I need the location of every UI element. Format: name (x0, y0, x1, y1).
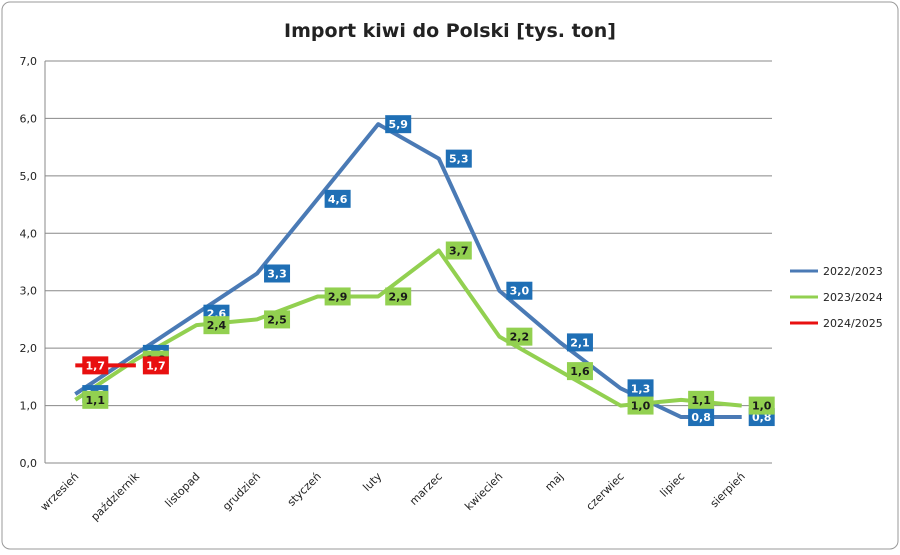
data-label-box (627, 379, 654, 398)
data-label-box (688, 390, 715, 409)
data-label-box (445, 149, 472, 168)
data-label: 3,7 (449, 245, 469, 258)
legend-label: 2022/2023 (823, 265, 883, 278)
data-label-box (566, 333, 593, 352)
data-label: 1,6 (570, 365, 590, 378)
data-label: 1,7 (146, 359, 166, 372)
data-label: 2,2 (510, 331, 530, 344)
y-tick-label: 7,0 (20, 55, 38, 68)
data-label: 3,3 (267, 267, 287, 280)
data-label: 0,8 (691, 411, 711, 424)
data-label-box (203, 316, 230, 335)
legend-label: 2023/2024 (823, 291, 883, 304)
y-tick-label: 2,0 (20, 342, 38, 355)
data-label-box (264, 264, 291, 283)
data-label-box (142, 356, 169, 375)
data-label-box (506, 327, 533, 346)
data-label-box (82, 390, 109, 409)
data-label: 2,1 (570, 336, 590, 349)
data-label: 2,4 (207, 319, 227, 332)
data-label: 1,0 (631, 400, 651, 413)
y-tick-label: 4,0 (20, 227, 38, 240)
data-label: 2,9 (328, 290, 348, 303)
data-label: 1,3 (631, 382, 651, 395)
data-label: 4,6 (328, 193, 348, 206)
legend-label: 2024/2025 (823, 317, 883, 330)
y-tick-label: 5,0 (20, 170, 38, 183)
data-label-box (385, 115, 412, 134)
data-label-box (264, 310, 291, 329)
data-label-box (688, 408, 715, 427)
data-label: 2,5 (267, 313, 287, 326)
data-label-box (385, 287, 412, 306)
y-tick-label: 1,0 (20, 400, 38, 413)
y-tick-label: 0,0 (20, 457, 38, 470)
data-label-box (627, 396, 654, 415)
data-label: 2,9 (388, 290, 408, 303)
data-label-box (82, 356, 109, 375)
data-label-box (566, 362, 593, 381)
chart-title: Import kiwi do Polski [tys. ton] (284, 20, 616, 42)
data-label-box (324, 189, 351, 208)
data-label: 5,9 (388, 118, 408, 131)
data-label-box (506, 281, 533, 300)
data-label: 1,7 (86, 359, 106, 372)
data-label-box (748, 396, 775, 415)
data-label-box (445, 241, 472, 260)
data-label: 5,3 (449, 153, 469, 166)
data-label: 1,0 (752, 400, 772, 413)
y-tick-label: 3,0 (20, 285, 38, 298)
data-label: 3,0 (510, 285, 530, 298)
data-label-box (324, 287, 351, 306)
data-label: 1,1 (691, 394, 711, 407)
y-tick-label: 6,0 (20, 112, 38, 125)
data-label: 1,1 (86, 394, 106, 407)
